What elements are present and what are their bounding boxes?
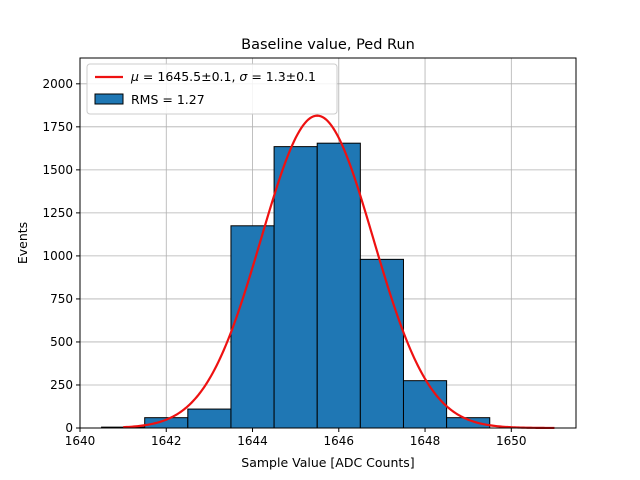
x-tick-label: 1648 (410, 434, 441, 448)
histogram-bar (402, 380, 448, 429)
histogram-bar (273, 146, 318, 429)
y-tick-label: 500 (50, 335, 73, 349)
legend-hist-label: RMS = 1.27 (131, 92, 205, 107)
legend-hist-swatch (94, 93, 124, 105)
histogram-bar (187, 408, 232, 429)
histogram-bar (316, 142, 361, 429)
y-axis-label: Events (15, 222, 30, 264)
plot-area-frame (79, 57, 577, 429)
histogram-bars (101, 142, 491, 429)
y-tick-label: 0 (65, 421, 73, 435)
x-tick-label: 1642 (151, 434, 182, 448)
gaussian-fit (123, 114, 555, 430)
legend-mu-value: = 1645.5±0.1, (139, 69, 239, 84)
y-tick-label: 1000 (42, 249, 73, 263)
x-axis-label: Sample Value [ADC Counts] (241, 455, 414, 470)
legend-sigma-value: = 1.3±0.1 (247, 69, 316, 84)
x-tick-label: 1650 (496, 434, 527, 448)
y-tick-label: 1500 (42, 163, 73, 177)
axis-ticks: 1640 1642 1644 1646 1648 1650 0 250 500 750 1000 12… (42, 77, 526, 448)
chart-title: Baseline value, Ped Run (241, 37, 415, 53)
x-tick-label: 1640 (65, 434, 96, 448)
x-tick-label: 1646 (324, 434, 355, 448)
legend-frame (86, 63, 338, 115)
histogram-bar (230, 225, 275, 429)
histogram-bar (359, 258, 404, 429)
legend-fit-label: μ = 1645.5±0.1, σ = 1.3±0.1 (130, 69, 316, 84)
y-tick-label: 1750 (42, 120, 73, 134)
y-tick-label: 1250 (42, 206, 73, 220)
fit-curve (123, 114, 555, 430)
y-tick-label: 250 (50, 378, 73, 392)
legend-mu-symbol: μ (130, 69, 139, 84)
legend: μ = 1645.5±0.1, σ = 1.3±0.1 RMS = 1.27 (86, 63, 338, 115)
x-tick-label: 1644 (237, 434, 268, 448)
y-tick-label: 2000 (42, 77, 73, 91)
y-tick-label: 750 (50, 292, 73, 306)
legend-sigma-symbol: σ (239, 69, 248, 84)
